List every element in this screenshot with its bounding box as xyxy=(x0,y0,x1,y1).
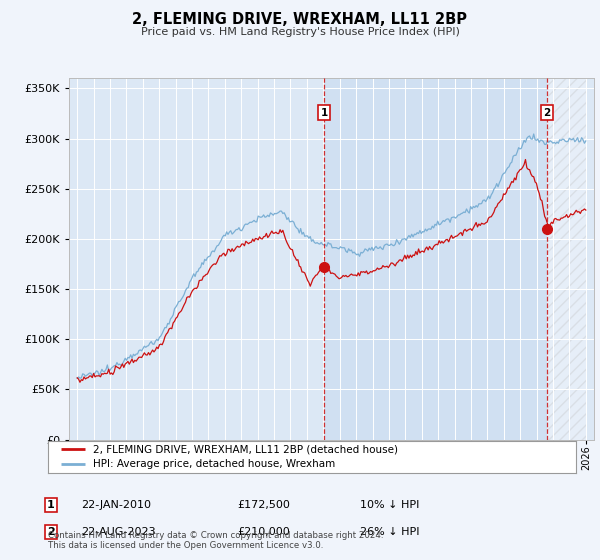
Bar xyxy=(547,78,586,440)
Text: HPI: Average price, detached house, Wrexham: HPI: Average price, detached house, Wrex… xyxy=(93,459,335,469)
Text: 22-JAN-2010: 22-JAN-2010 xyxy=(81,500,151,510)
Text: Price paid vs. HM Land Registry's House Price Index (HPI): Price paid vs. HM Land Registry's House … xyxy=(140,27,460,37)
Text: 1: 1 xyxy=(320,108,328,118)
Text: 2, FLEMING DRIVE, WREXHAM, LL11 2BP (detached house): 2, FLEMING DRIVE, WREXHAM, LL11 2BP (det… xyxy=(93,445,398,455)
Text: £210,000: £210,000 xyxy=(237,527,290,537)
Text: 2: 2 xyxy=(544,108,551,118)
Text: 22-AUG-2023: 22-AUG-2023 xyxy=(81,527,155,537)
Text: 1: 1 xyxy=(47,500,55,510)
Bar xyxy=(324,78,547,440)
Text: 2, FLEMING DRIVE, WREXHAM, LL11 2BP: 2, FLEMING DRIVE, WREXHAM, LL11 2BP xyxy=(133,12,467,27)
Text: 10% ↓ HPI: 10% ↓ HPI xyxy=(360,500,419,510)
Text: 26% ↓ HPI: 26% ↓ HPI xyxy=(360,527,419,537)
Text: £172,500: £172,500 xyxy=(237,500,290,510)
Text: Contains HM Land Registry data © Crown copyright and database right 2024.
This d: Contains HM Land Registry data © Crown c… xyxy=(48,530,383,550)
Text: 2: 2 xyxy=(47,527,55,537)
